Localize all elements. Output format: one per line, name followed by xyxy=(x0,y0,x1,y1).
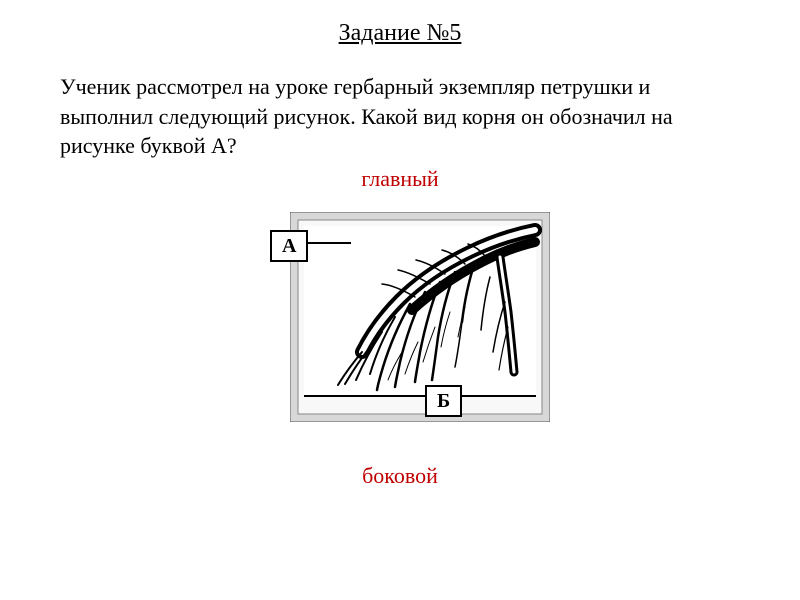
task-title: Задание №5 xyxy=(60,20,740,47)
answer-bottom: боковой xyxy=(60,463,740,489)
task-body: Ученик рассмотрел на уроке гербарный экз… xyxy=(60,72,740,161)
answer-top: главный xyxy=(60,166,740,192)
label-a: А xyxy=(270,230,308,262)
root-diagram: А Б xyxy=(230,200,570,445)
label-a-pointer xyxy=(306,242,351,244)
label-b: Б xyxy=(425,385,462,417)
